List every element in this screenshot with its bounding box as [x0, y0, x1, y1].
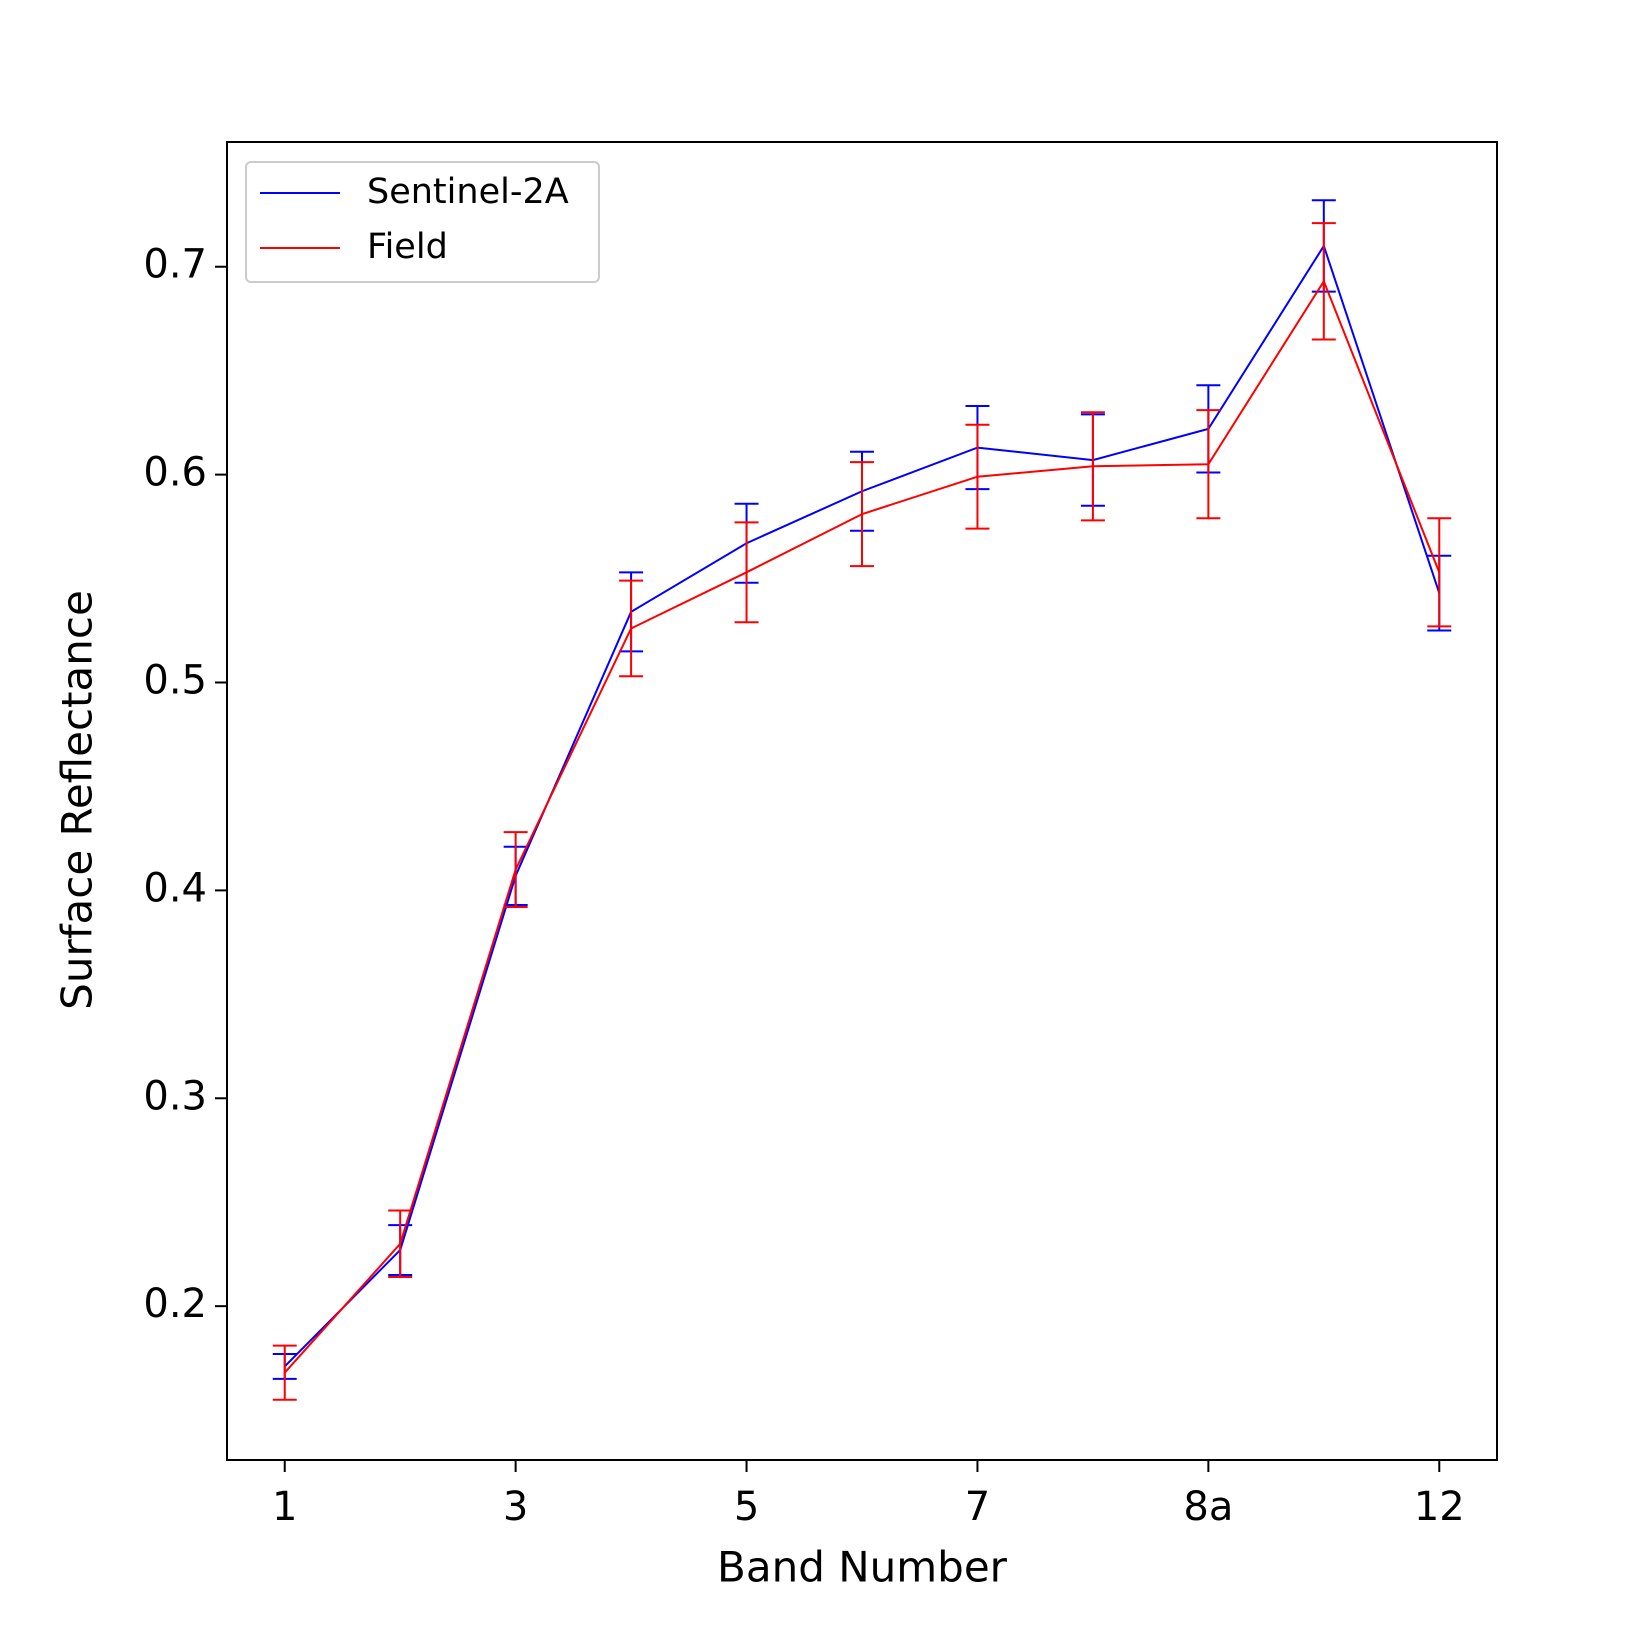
y-tick-label: 0.6 — [143, 450, 207, 496]
y-tick-label: 0.5 — [143, 658, 207, 704]
x-tick-label: 5 — [734, 1484, 759, 1530]
y-tick-label: 0.7 — [143, 242, 207, 288]
error-bar — [1080, 411, 1105, 522]
plot-frame — [226, 141, 1498, 1461]
x-tick-label: 3 — [503, 1484, 528, 1530]
x-tick-label: 8a — [1183, 1484, 1233, 1530]
error-bar — [619, 579, 644, 678]
error-bar — [734, 521, 759, 624]
y-axis-label: Surface Reflectance — [53, 590, 102, 1010]
x-tick-label: 1 — [272, 1484, 297, 1530]
error-bar — [965, 423, 990, 530]
y-tick-label: 0.3 — [143, 1073, 207, 1119]
x-tick-label: 12 — [1414, 1484, 1465, 1530]
legend-label: Field — [367, 227, 448, 267]
y-tick-label: 0.2 — [143, 1281, 207, 1327]
y-tick-label: 0.4 — [143, 865, 207, 911]
x-axis-label: Band Number — [717, 1543, 1008, 1592]
error-bar — [503, 831, 528, 909]
error-bar — [1427, 517, 1452, 628]
error-bar — [388, 1209, 413, 1279]
error-bar — [1196, 409, 1221, 520]
legend-label: Sentinel-2A — [367, 172, 569, 212]
x-tick-label: 7 — [965, 1484, 990, 1530]
error-bar — [1311, 222, 1336, 341]
error-bar — [272, 1344, 297, 1401]
error-bar — [850, 461, 874, 568]
